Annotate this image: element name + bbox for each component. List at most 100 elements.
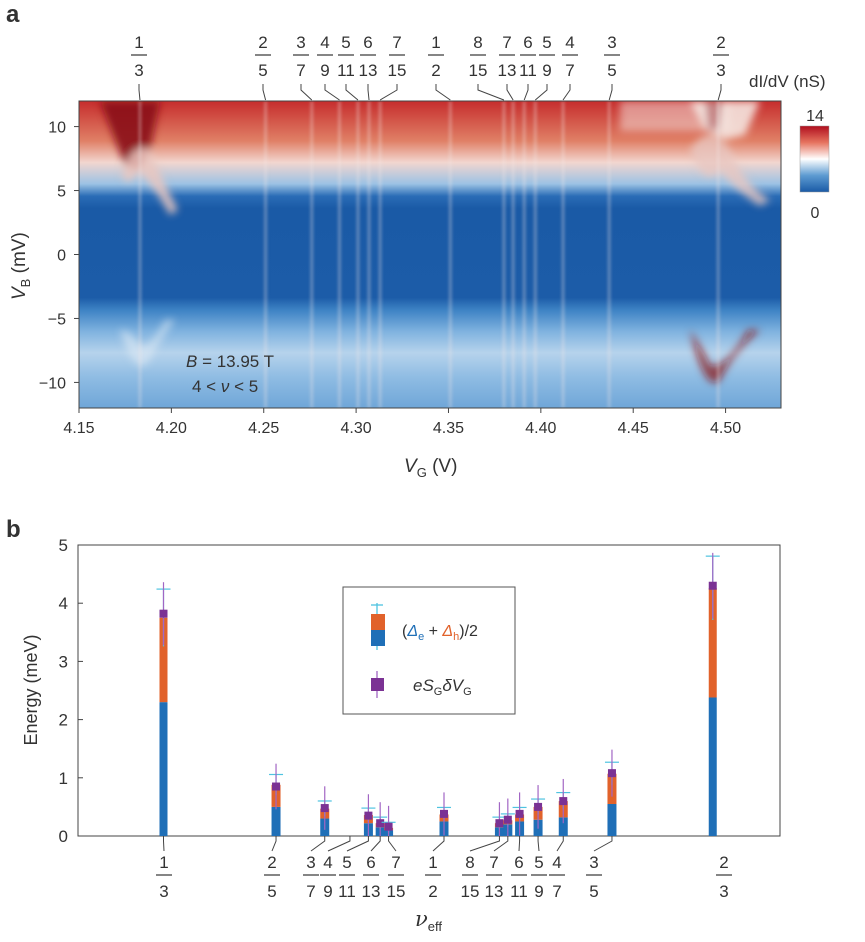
fraction-denominator: 13	[485, 882, 504, 901]
fraction-numerator: 7	[489, 853, 498, 872]
fraction-numerator: 4	[552, 853, 561, 872]
fraction-tick	[138, 84, 141, 101]
fraction-marker: 25	[255, 33, 271, 101]
fraction-numerator: 7	[391, 853, 400, 872]
x-fraction-label: 59	[531, 836, 547, 901]
fraction-numerator: 6	[366, 853, 375, 872]
x-fraction-label: 35	[586, 836, 613, 901]
bar-group	[500, 798, 515, 836]
fraction-marker: 37	[293, 33, 313, 101]
y-tick-label: 3	[59, 652, 68, 671]
y-tick-label: 1	[59, 769, 68, 788]
bar-group	[269, 763, 284, 836]
fraction-marker: 49	[317, 33, 340, 101]
fraction-tick	[562, 84, 571, 101]
fraction-numerator: 2	[267, 853, 276, 872]
fraction-marker: 12	[428, 33, 451, 101]
y-tick-label: 5	[59, 536, 68, 555]
fraction-tick	[262, 84, 267, 101]
esg-point	[384, 822, 393, 831]
fraction-numerator: 2	[716, 33, 725, 52]
y-tick-label: −10	[39, 375, 66, 392]
heatmap-x-axis: 4.15 4.20 4.25 4.30 4.35 4.40 4.45 4.50	[63, 408, 741, 437]
x-fraction-tick	[493, 836, 509, 852]
fraction-denominator: 5	[607, 61, 616, 80]
fraction-numerator: 6	[514, 853, 523, 872]
fraction-denominator: 11	[510, 882, 528, 901]
fraction-denominator: 7	[565, 61, 574, 80]
fraction-denominator: 9	[320, 61, 329, 80]
x-fraction-tick	[593, 836, 613, 852]
fraction-tick	[435, 84, 451, 101]
bar-delta-e	[708, 697, 717, 836]
esg-point	[440, 809, 448, 818]
panel-b-label: b	[6, 516, 21, 543]
fraction-numerator: 7	[502, 33, 511, 52]
fraction-marker: 13	[131, 33, 147, 101]
fraction-marker: 715	[379, 33, 406, 101]
fraction-denominator: 9	[534, 882, 543, 901]
x-fraction-tick	[388, 836, 397, 852]
fraction-denominator: 2	[431, 61, 440, 80]
fraction-denominator: 13	[498, 61, 517, 80]
esg-point	[515, 809, 524, 818]
esg-point	[364, 811, 373, 820]
fraction-marker: 59	[534, 33, 555, 101]
x-tick-label: 4.50	[710, 420, 741, 437]
fraction-denominator: 15	[461, 882, 480, 901]
fraction-marker: 713	[498, 33, 517, 101]
bar-delta-e	[558, 817, 568, 836]
fraction-numerator: 6	[523, 33, 532, 52]
fraction-numerator: 3	[589, 853, 598, 872]
fraction-marker: 47	[562, 33, 578, 101]
colorbar-max-label: 14	[806, 108, 824, 125]
heatmap-background	[79, 101, 781, 408]
fraction-tick	[717, 84, 722, 101]
bar-group	[373, 802, 388, 836]
fraction-numerator: 5	[342, 853, 351, 872]
fraction-denominator: 5	[589, 882, 598, 901]
fraction-numerator: 3	[607, 33, 616, 52]
fraction-numerator: 6	[363, 33, 372, 52]
x-fraction-label: 5 11	[338, 836, 369, 901]
heatmap: B = 13.95 T 4 < ν < 5	[79, 101, 781, 408]
legend-entry-esg: eSGδVG	[371, 671, 472, 698]
x-fraction-tick	[469, 836, 500, 852]
y-tick-label: 2	[59, 711, 68, 730]
fraction-numerator: 7	[392, 33, 401, 52]
esg-point	[534, 802, 543, 811]
x-fraction-tick	[310, 836, 326, 852]
y-tick-label: 5	[57, 184, 66, 201]
y-tick-label: 0	[57, 248, 66, 265]
fraction-tick	[379, 84, 398, 101]
fraction-numerator: 3	[296, 33, 305, 52]
fraction-numerator: 2	[719, 853, 728, 872]
fraction-marker: 35	[604, 33, 620, 101]
x-fraction-tick	[162, 836, 165, 852]
bar-chart-x-label: νeff	[415, 907, 442, 934]
x-tick-label: 4.40	[525, 420, 556, 437]
bar-chart-y-label: Energy (meV)	[21, 634, 41, 745]
bar-chart-legend: (Δe + Δh)/2 eSGδVG	[342, 586, 516, 715]
x-fraction-label: 13	[156, 836, 172, 901]
fraction-tick	[324, 84, 340, 101]
fraction-denominator: 3	[134, 61, 143, 80]
fraction-denominator: 15	[387, 882, 406, 901]
esg-point	[708, 581, 717, 590]
x-fraction-label: 23	[716, 853, 732, 901]
y-tick-label: 10	[48, 120, 66, 137]
fraction-tick	[477, 84, 505, 101]
legend-label-gap: (Δe + Δh)/2	[402, 623, 478, 643]
bar-delta-e	[271, 806, 281, 836]
fraction-tick	[506, 84, 514, 101]
fraction-denominator: 7	[296, 61, 305, 80]
fraction-denominator: 3	[716, 61, 725, 80]
bar-group	[531, 785, 546, 836]
heatmap-y-label: VB (mV)	[9, 232, 33, 300]
fraction-marker: 613	[359, 33, 377, 101]
y-tick-label: 4	[59, 594, 68, 613]
bar-group	[512, 792, 527, 836]
fraction-numerator: 4	[323, 853, 332, 872]
x-fraction-label: 7 15	[387, 836, 406, 901]
